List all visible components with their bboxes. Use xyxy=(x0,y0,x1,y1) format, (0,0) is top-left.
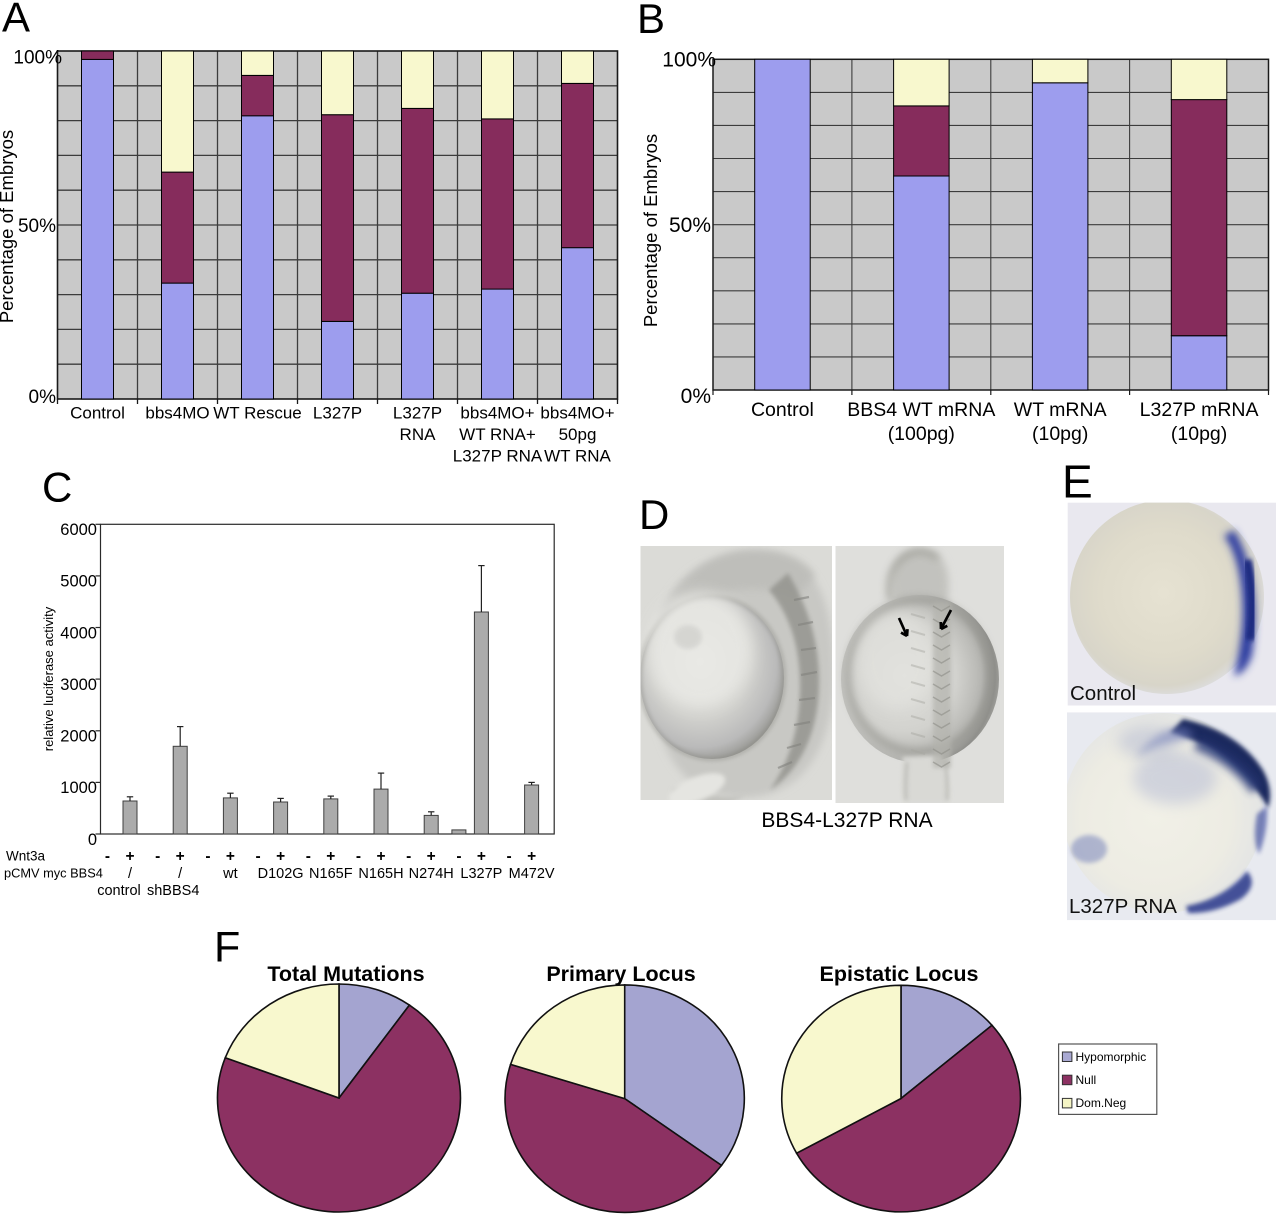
svg-text:-: - xyxy=(306,848,311,865)
svg-text:5000: 5000 xyxy=(60,573,97,591)
svg-text:+: + xyxy=(427,848,436,865)
svg-text:(10pg): (10pg) xyxy=(1171,423,1227,445)
svg-text:N165H: N165H xyxy=(358,866,403,882)
svg-text:-: - xyxy=(105,848,110,865)
svg-text:/: / xyxy=(178,866,183,882)
svg-text:-: - xyxy=(456,848,461,865)
svg-text:L327P mRNA: L327P mRNA xyxy=(1140,399,1259,421)
svg-text:50%: 50% xyxy=(669,214,711,237)
svg-text:pCMV myc BBS4: pCMV myc BBS4 xyxy=(4,866,103,881)
svg-text:L327P RNA: L327P RNA xyxy=(453,446,543,465)
svg-text:bbs4MO+: bbs4MO+ xyxy=(540,404,614,423)
svg-text:L327P: L327P xyxy=(313,404,362,423)
svg-text:4000: 4000 xyxy=(60,624,97,642)
svg-text:/: / xyxy=(128,866,133,882)
svg-text:wt: wt xyxy=(222,866,238,882)
svg-text:Control: Control xyxy=(1070,682,1136,705)
svg-text:Wnt3a: Wnt3a xyxy=(6,849,46,864)
svg-text:Total Mutations: Total Mutations xyxy=(267,962,424,986)
svg-text:D: D xyxy=(639,491,669,538)
svg-text:N165F: N165F xyxy=(309,866,353,882)
svg-text:Percentage of Embryos: Percentage of Embryos xyxy=(640,134,661,327)
svg-text:bbs4MO+: bbs4MO+ xyxy=(460,404,534,423)
svg-text:Control: Control xyxy=(70,404,125,423)
svg-text:+: + xyxy=(376,848,385,865)
svg-text:1000: 1000 xyxy=(60,779,97,797)
svg-text:(10pg): (10pg) xyxy=(1032,423,1088,445)
svg-text:BBS4-L327P RNA: BBS4-L327P RNA xyxy=(761,809,932,832)
svg-text:E: E xyxy=(1062,456,1093,508)
svg-text:6000: 6000 xyxy=(60,521,97,539)
svg-text:F: F xyxy=(214,924,240,972)
svg-text:Null: Null xyxy=(1076,1073,1097,1087)
svg-text:+: + xyxy=(527,848,536,865)
svg-text:L327P: L327P xyxy=(460,866,502,882)
svg-text:2000: 2000 xyxy=(60,728,97,746)
svg-text:+: + xyxy=(226,848,235,865)
svg-text:C: C xyxy=(42,464,72,511)
svg-text:+: + xyxy=(477,848,486,865)
svg-text:3000: 3000 xyxy=(60,676,97,694)
svg-text:+: + xyxy=(276,848,285,865)
svg-text:Primary Locus: Primary Locus xyxy=(546,962,695,986)
svg-text:-: - xyxy=(406,848,411,865)
svg-text:L327P RNA: L327P RNA xyxy=(1069,895,1177,918)
svg-text:0%: 0% xyxy=(681,385,711,408)
svg-text:0: 0 xyxy=(88,831,97,849)
svg-text:100%: 100% xyxy=(13,48,62,69)
svg-text:relative luciferase activity: relative luciferase activity xyxy=(41,606,56,751)
svg-text:control: control xyxy=(97,883,141,899)
svg-text:D102G: D102G xyxy=(258,866,304,882)
svg-text:+: + xyxy=(326,848,335,865)
svg-text:(100pg): (100pg) xyxy=(888,423,955,445)
svg-text:WT Rescue: WT Rescue xyxy=(213,404,302,423)
svg-text:-: - xyxy=(155,848,160,865)
svg-text:shBBS4: shBBS4 xyxy=(147,883,199,899)
svg-text:L327P: L327P xyxy=(393,404,442,423)
svg-text:N274H: N274H xyxy=(409,866,454,882)
svg-text:WT RNA: WT RNA xyxy=(544,446,611,465)
svg-text:0%: 0% xyxy=(29,387,57,408)
svg-text:-: - xyxy=(507,848,512,865)
svg-text:A: A xyxy=(2,0,30,41)
svg-text:+: + xyxy=(176,848,185,865)
svg-text:RNA: RNA xyxy=(400,425,437,444)
svg-text:-: - xyxy=(256,848,261,865)
svg-text:Epistatic Locus: Epistatic Locus xyxy=(820,962,979,986)
svg-text:M472V: M472V xyxy=(509,866,555,882)
svg-text:WT RNA+: WT RNA+ xyxy=(459,425,536,444)
svg-text:Hypomorphic: Hypomorphic xyxy=(1076,1050,1147,1064)
svg-text:50pg: 50pg xyxy=(559,425,597,444)
svg-text:100%: 100% xyxy=(662,49,716,72)
svg-text:Dom.Neg: Dom.Neg xyxy=(1076,1096,1127,1110)
svg-text:+: + xyxy=(125,848,134,865)
svg-text:50%: 50% xyxy=(18,216,56,237)
svg-text:bbs4MO: bbs4MO xyxy=(145,404,209,423)
svg-text:BBS4 WT mRNA: BBS4 WT mRNA xyxy=(847,399,995,421)
svg-text:B: B xyxy=(637,0,665,42)
svg-text:Control: Control xyxy=(751,399,814,421)
svg-text:-: - xyxy=(205,848,210,865)
svg-text:Percentage of Embryos: Percentage of Embryos xyxy=(0,130,17,323)
svg-text:-: - xyxy=(356,848,361,865)
svg-text:WT mRNA: WT mRNA xyxy=(1014,399,1107,421)
